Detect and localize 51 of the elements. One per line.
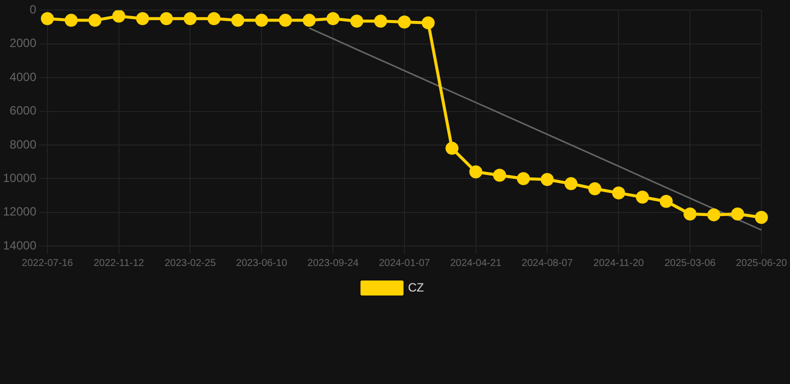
x-tick-label: 2024-04-21 [450,258,502,269]
x-tick-label: 2023-06-10 [236,258,288,269]
point [278,14,292,27]
point [707,208,720,222]
x-tick-label: 2023-09-24 [307,258,360,269]
x-tick-label: 2023-02-25 [164,258,216,269]
point [564,177,578,190]
x-tick-label: 2024-11-20 [593,258,644,269]
point [422,16,435,30]
point [493,168,506,182]
x-tick-label: 2022-07-16 [22,258,74,269]
point [540,172,554,186]
legend-label: CZ [408,280,424,294]
x-tick-label: 2025-06-20 [736,258,788,269]
point [612,186,626,200]
point [231,14,244,27]
point [398,15,411,28]
point [302,14,316,27]
point [731,208,744,220]
point [588,182,602,196]
y-tick-label: 12000 [2,204,37,219]
point [207,12,220,26]
y-tick-label: 14000 [2,238,37,252]
y-tick-label: 0 [30,2,37,17]
point [660,194,673,208]
point [255,14,268,27]
point [160,12,173,26]
point [754,210,768,224]
point [446,142,458,155]
point [64,14,78,27]
x-tick-label: 2024-08-07 [522,258,574,269]
point [516,172,530,186]
point [112,10,126,23]
point [184,12,197,26]
y-tick-label: 8000 [10,137,37,152]
point [88,14,102,27]
point [469,165,482,178]
x-tick-label: 2024-01-07 [378,258,430,269]
y-tick-label: 6000 [10,104,37,118]
point [326,12,340,26]
point [136,12,150,26]
x-tick-label: 2025-03-06 [664,258,716,269]
point [636,190,649,204]
point [374,14,388,28]
x-tick-label: 2022-11-12 [94,258,144,269]
point [684,208,697,220]
y-tick-label: 2000 [10,36,37,50]
point [40,12,54,26]
y-tick-label: 10000 [2,170,37,185]
y-tick-label: 4000 [10,70,37,84]
point [350,14,364,28]
